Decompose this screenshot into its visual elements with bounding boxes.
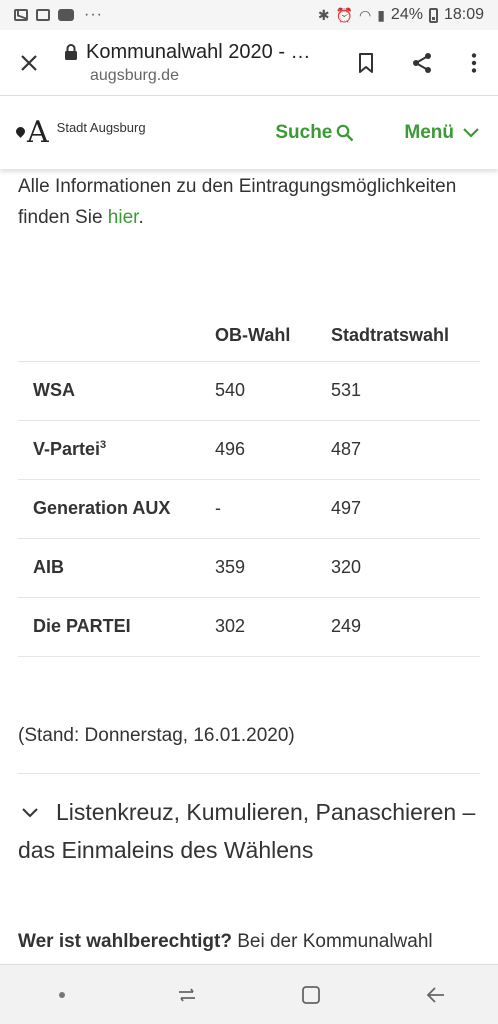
battery-icon — [428, 7, 438, 23]
ob-value: 359 — [215, 538, 331, 598]
logo-drop-icon — [14, 124, 27, 138]
recent-apps-button[interactable] — [157, 965, 217, 1024]
stadtrat-value: 487 — [331, 420, 480, 480]
home-icon — [302, 985, 321, 1004]
browser-toolbar: Kommunalwahl 2020 - … augsburg.de — [0, 30, 498, 96]
system-nav-bar — [0, 964, 498, 1024]
accordion-title: Listenkreuz, Kumulieren, Panaschieren – … — [18, 799, 476, 863]
nav-dot-button[interactable] — [32, 965, 92, 1024]
party-name: WSA — [18, 361, 215, 421]
ob-value: - — [215, 479, 331, 539]
ob-value: 540 — [215, 361, 331, 421]
share-icon — [413, 52, 431, 73]
share-button[interactable] — [394, 30, 450, 96]
table-row: V-Partei3 496 487 — [18, 420, 480, 480]
ob-value: 302 — [215, 597, 331, 657]
footnote-ref[interactable]: 3 — [100, 439, 107, 451]
divider — [18, 773, 480, 774]
signal-icon: ▮ — [377, 6, 385, 23]
stand-date: (Stand: Donnerstag, 16.01.2020) — [18, 725, 295, 746]
bluetooth-icon: ✱ — [317, 6, 330, 23]
status-bar: ··· ✱ ⏰ ◠ ▮ 24% 18:09 — [0, 0, 498, 30]
intro-paragraph: Alle Informationen zu den Eintragungsmög… — [18, 171, 480, 233]
search-icon — [337, 124, 354, 142]
page-domain: augsburg.de — [90, 66, 179, 84]
page-title: Kommunalwahl 2020 - … — [86, 40, 311, 63]
recent-apps-icon — [178, 988, 195, 1001]
search-label: Suche — [275, 122, 333, 143]
table-header-row: OB-Wahl Stadtratswahl — [18, 311, 480, 362]
ob-value: 496 — [215, 420, 331, 480]
table-row: Die PARTEI 302 249 — [18, 597, 480, 657]
table-header-ob: OB-Wahl — [215, 311, 331, 362]
eligibility-question: Wer ist wahlberechtigt? — [18, 931, 232, 952]
menu-label: Menü — [404, 122, 454, 143]
chevron-down-icon — [463, 128, 479, 138]
back-button[interactable] — [406, 965, 466, 1024]
more-options-button[interactable] — [450, 30, 498, 96]
table-row: Generation AUX - 497 — [18, 479, 480, 539]
party-name: Die PARTEI — [18, 597, 215, 657]
intro-text: Alle Informationen zu den Eintragungsmög… — [18, 176, 457, 228]
dot-icon — [59, 991, 66, 998]
stadtrat-value: 320 — [331, 538, 480, 598]
eligibility-paragraph: Wer ist wahlberechtigt? Bei der Kommunal… — [18, 927, 480, 957]
logo-text: Stadt Augsburg — [56, 120, 146, 135]
intro-text-end: . — [138, 207, 144, 228]
bookmark-button[interactable] — [338, 30, 394, 96]
candidate-table: OB-Wahl Stadtratswahl WSA 540 531 V-Part… — [18, 311, 480, 657]
chevron-down-icon — [22, 808, 38, 818]
site-header: A Stadt Augsburg Suche Menü — [0, 97, 498, 169]
table-header-stadtrat: Stadtratswahl — [331, 311, 480, 362]
site-logo[interactable]: A Stadt Augsburg — [14, 115, 146, 150]
bookmark-icon — [359, 52, 373, 73]
logo-letter: A — [27, 115, 49, 150]
lock-icon — [65, 44, 77, 60]
back-icon — [426, 986, 444, 1003]
stadtrat-value: 249 — [331, 597, 480, 657]
wifi-icon: ◠ — [358, 6, 372, 23]
table-row: WSA 540 531 — [18, 361, 480, 421]
table-header-party — [18, 311, 215, 362]
stadtrat-value: 497 — [331, 479, 480, 539]
table-row: AIB 359 320 — [18, 538, 480, 598]
accordion-toggle[interactable]: Listenkreuz, Kumulieren, Panaschieren – … — [18, 793, 480, 869]
clock: 18:09 — [443, 6, 484, 23]
party-name: Generation AUX — [18, 479, 215, 539]
more-vertical-icon — [471, 52, 477, 73]
party-name: AIB — [18, 538, 215, 598]
main-content: Alle Informationen zu den Eintragungsmög… — [0, 169, 498, 964]
more-notifications-icon: ··· — [84, 6, 103, 23]
close-icon — [21, 54, 37, 71]
intro-link[interactable]: hier — [107, 207, 139, 228]
eligibility-text: Bei der Kommunalwahl — [231, 931, 433, 952]
menu-button[interactable]: Menü — [404, 122, 480, 144]
party-name: V-Partei3 — [18, 420, 215, 480]
mail-notification-icon — [14, 9, 28, 21]
image-notification-icon — [36, 9, 50, 21]
url-bar[interactable]: Kommunalwahl 2020 - … augsburg.de — [58, 41, 338, 85]
stadtrat-value: 531 — [331, 361, 480, 421]
youtube-notification-icon — [58, 9, 74, 21]
alarm-icon: ⏰ — [335, 6, 353, 23]
home-button[interactable] — [281, 965, 341, 1024]
battery-percent: 24% — [390, 6, 423, 23]
close-tab-button[interactable] — [0, 30, 58, 96]
search-button[interactable]: Suche — [275, 122, 354, 144]
